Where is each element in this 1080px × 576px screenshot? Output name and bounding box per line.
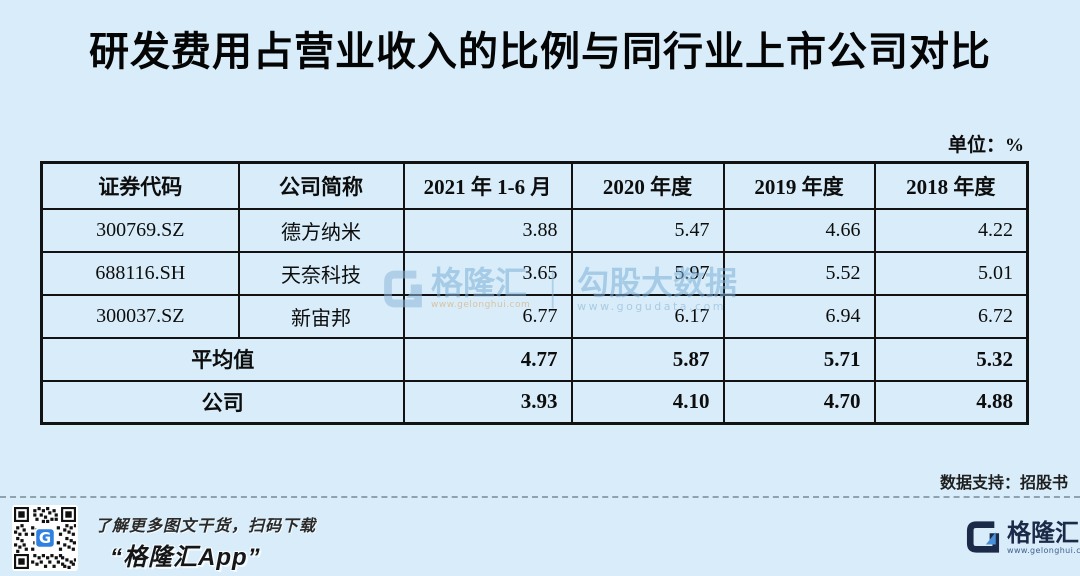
qr-caption-line1: 了解更多图文干货，扫码下载 xyxy=(95,518,317,535)
cell-company-label: 公司 xyxy=(40,379,405,425)
cell-value: 5.47 xyxy=(570,207,725,253)
cell-value: 5.01 xyxy=(873,250,1029,296)
cell-value: 5.87 xyxy=(570,336,725,382)
cell-value: 6.94 xyxy=(722,293,876,339)
cell-code: 688116.SH xyxy=(40,250,240,296)
col-header-code: 证券代码 xyxy=(40,161,240,210)
cell-name: 德方纳米 xyxy=(237,207,405,253)
col-header-2021h1: 2021 年 1-6 月 xyxy=(402,161,573,210)
col-header-name: 公司简称 xyxy=(237,161,405,210)
cell-value: 6.17 xyxy=(570,293,725,339)
cell-value: 4.70 xyxy=(722,379,876,425)
average-row: 平均值 4.77 5.87 5.71 5.32 xyxy=(40,336,1029,382)
cell-value: 4.88 xyxy=(873,379,1029,425)
page-title: 研发费用占营业收入的比例与同行业上市公司对比 xyxy=(89,30,991,74)
cell-value: 4.66 xyxy=(722,207,876,253)
cell-value: 5.97 xyxy=(570,250,725,296)
col-header-2020: 2020 年度 xyxy=(570,161,725,210)
qr-badge-letter: G xyxy=(39,529,51,547)
data-source-note: 数据支持：招股书 xyxy=(939,475,1068,492)
cell-value: 5.32 xyxy=(873,336,1029,382)
col-header-2018: 2018 年度 xyxy=(873,161,1029,210)
cell-value: 3.65 xyxy=(402,250,573,296)
cell-value: 6.77 xyxy=(402,293,573,339)
col-header-2019: 2019 年度 xyxy=(722,161,876,210)
unit-label: 单位：% xyxy=(947,135,1024,156)
gelonghui-logo-url: www.gelonghui.com xyxy=(1007,546,1080,555)
table-header-row: 证券代码 公司简称 2021 年 1-6 月 2020 年度 2019 年度 2… xyxy=(40,161,1029,210)
table-row: 300769.SZ 德方纳米 3.88 5.47 4.66 4.22 xyxy=(40,207,1029,253)
cell-value: 3.88 xyxy=(402,207,573,253)
cell-value: 6.72 xyxy=(873,293,1029,339)
comparison-table: 证券代码 公司简称 2021 年 1-6 月 2020 年度 2019 年度 2… xyxy=(40,161,1029,425)
qr-caption-line2: “格隆汇App” xyxy=(110,544,261,571)
cell-value: 5.52 xyxy=(722,250,876,296)
gelonghui-logo: 格隆汇 www.gelonghui.com xyxy=(966,520,1080,555)
cell-code: 300037.SZ xyxy=(40,293,240,339)
cell-name: 新宙邦 xyxy=(237,293,405,339)
table-row: 688116.SH 天奈科技 3.65 5.97 5.52 5.01 xyxy=(40,250,1029,296)
cell-code: 300769.SZ xyxy=(40,207,240,253)
qr-code: G xyxy=(12,505,78,571)
cell-value: 4.22 xyxy=(873,207,1029,253)
cell-average-label: 平均值 xyxy=(40,336,405,382)
qr-pattern-icon: G xyxy=(14,507,76,569)
table-row: 300037.SZ 新宙邦 6.77 6.17 6.94 6.72 xyxy=(40,293,1029,339)
cell-name: 天奈科技 xyxy=(237,250,405,296)
cell-value: 5.71 xyxy=(722,336,876,382)
qr-center-badge: G xyxy=(34,527,56,549)
gelonghui-logo-icon xyxy=(966,521,1000,553)
gelonghui-logo-text-block: 格隆汇 www.gelonghui.com xyxy=(1007,520,1080,555)
cell-value: 4.77 xyxy=(402,336,573,382)
cell-value: 3.93 xyxy=(402,379,573,425)
gelonghui-logo-text: 格隆汇 xyxy=(1007,519,1079,547)
company-row: 公司 3.93 4.10 4.70 4.88 xyxy=(40,379,1029,425)
cell-value: 4.10 xyxy=(570,379,725,425)
footer-divider xyxy=(0,496,1080,498)
